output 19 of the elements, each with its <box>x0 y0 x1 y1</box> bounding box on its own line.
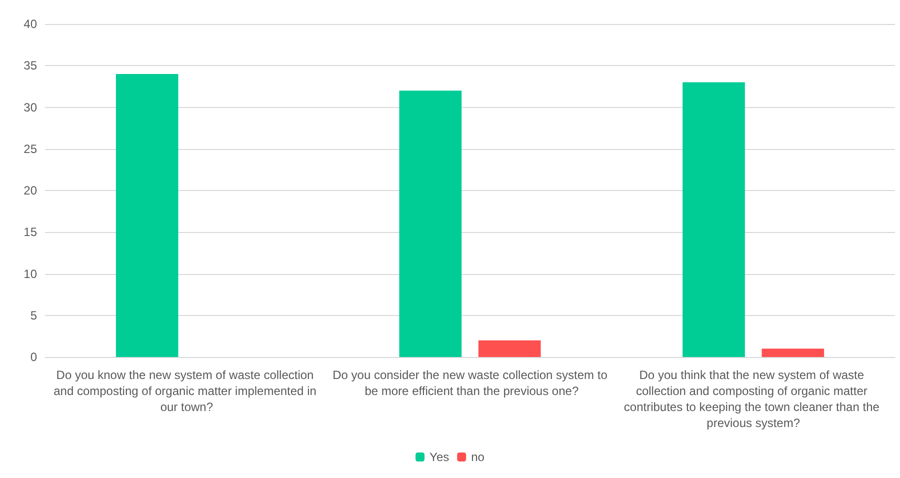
x-tick-label: Do you know the new system of waste collection and composting of organic matter implemented in our town? <box>54 368 320 414</box>
y-tick-label: 0 <box>30 350 38 364</box>
bar <box>399 90 462 357</box>
bar <box>762 348 824 357</box>
legend-label: Yes <box>430 450 450 464</box>
bar <box>116 74 178 357</box>
x-tick-label: Do you think that the new system of waste collection and composting of organic matter contributes to keeping the town cleaner than the previous system? <box>624 368 883 430</box>
y-tick-label: 5 <box>30 308 38 322</box>
y-tick-label: 40 <box>24 17 38 31</box>
bar <box>478 340 541 357</box>
y-tick-label: 10 <box>24 266 38 281</box>
legend-label: no <box>471 450 485 464</box>
y-tick-label: 35 <box>24 58 38 73</box>
bar <box>682 82 745 357</box>
y-tick-label: 30 <box>24 100 38 114</box>
y-tick-label: 20 <box>24 184 38 198</box>
x-tick-label: Do you consider the new waste collection system to be more efficient than the previous one? <box>332 368 608 398</box>
y-tick-label: 25 <box>24 142 38 156</box>
y-tick-label: 15 <box>24 225 38 240</box>
